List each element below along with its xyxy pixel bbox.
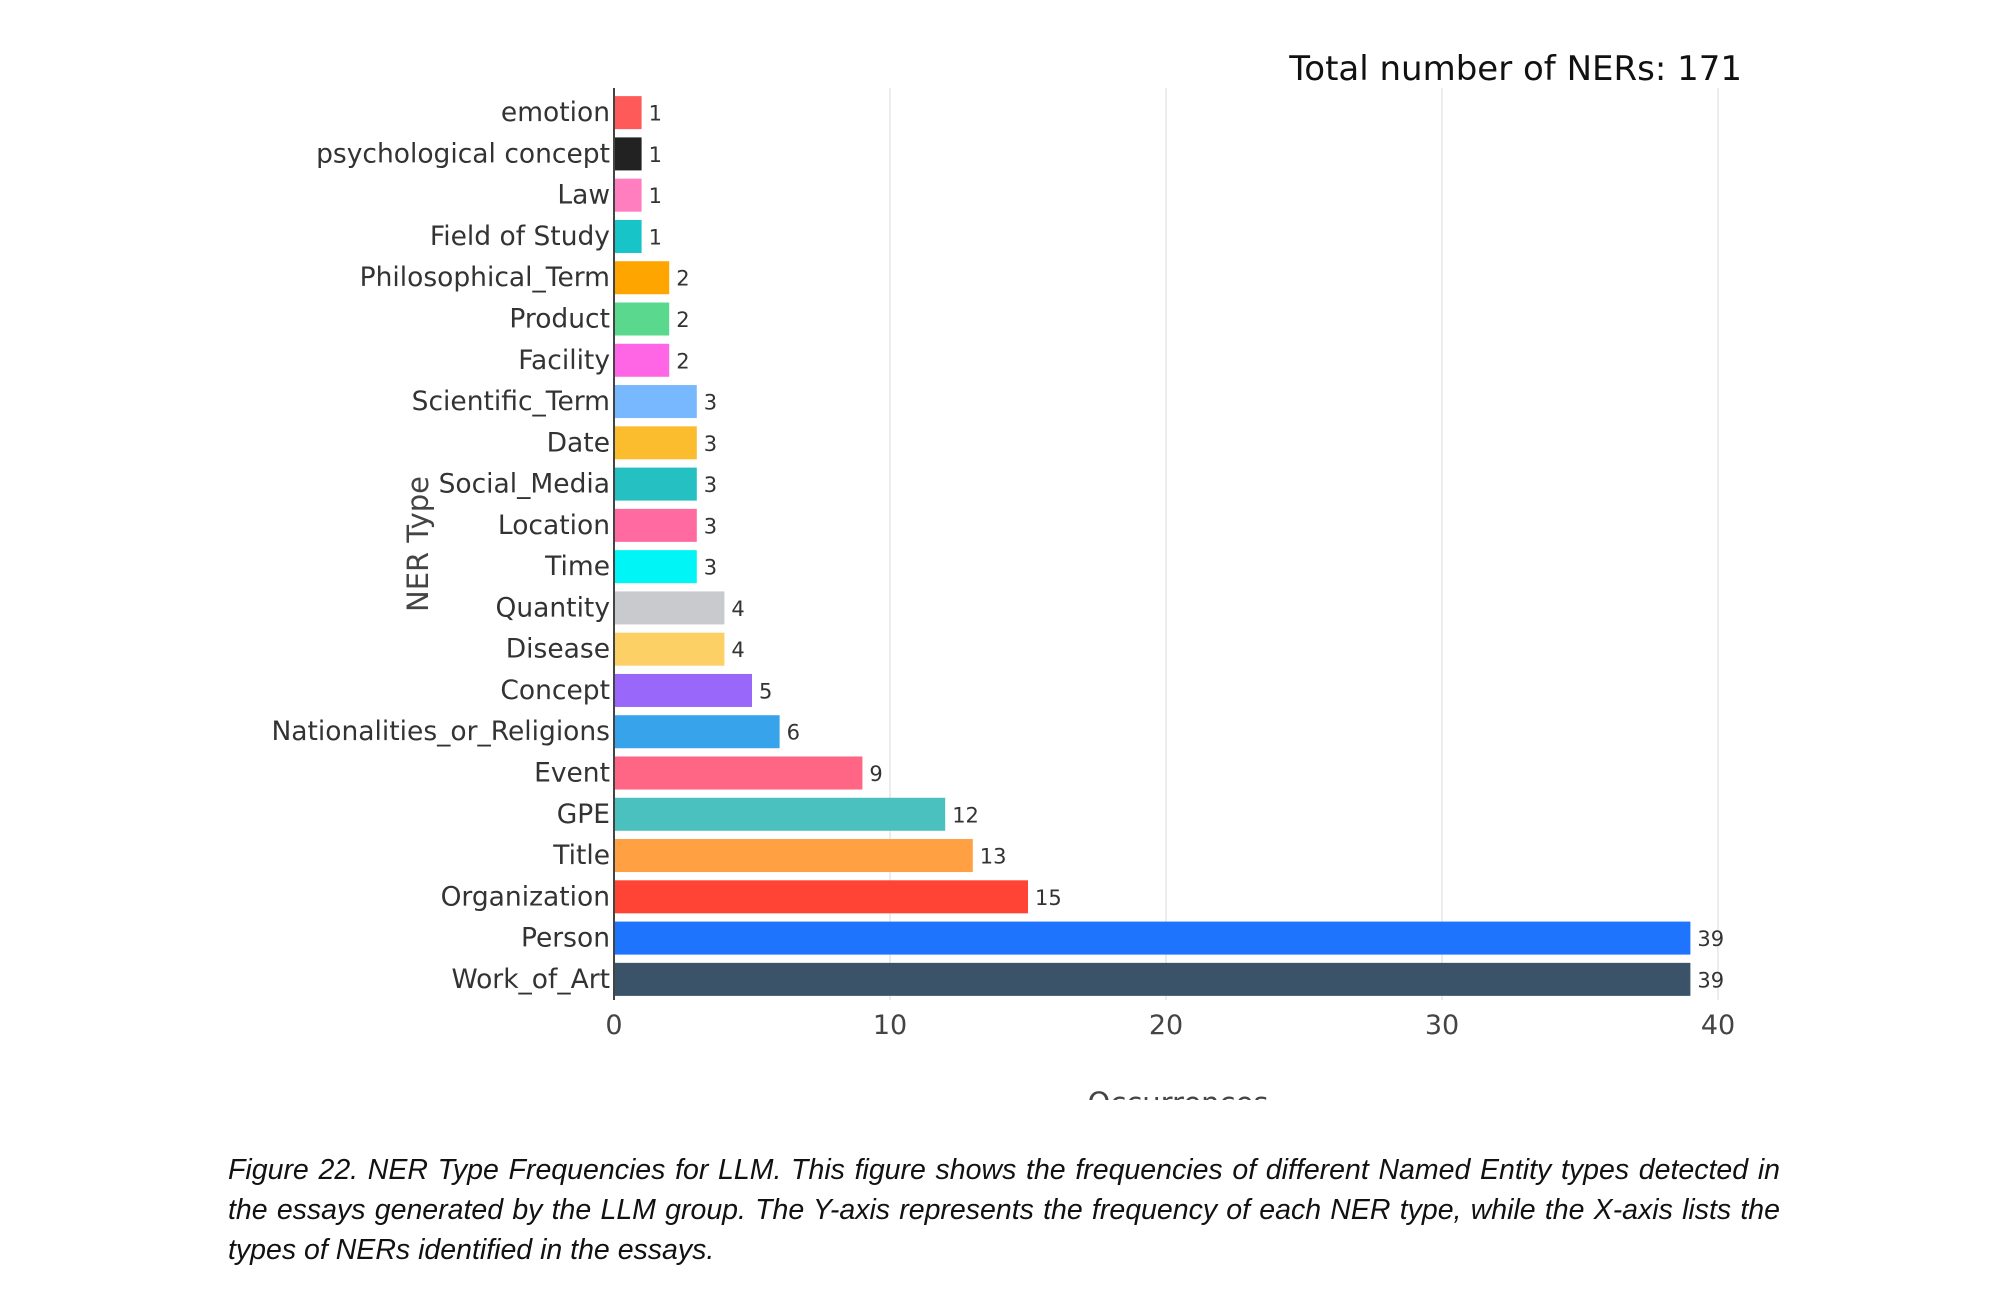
x-tick-label: 40 — [1701, 1010, 1735, 1041]
bar — [615, 508, 697, 542]
category-label: Philosophical_Term — [360, 262, 610, 293]
category-label: GPE — [557, 799, 610, 830]
y-axis-title: NER Type — [401, 476, 435, 612]
data-label: 6 — [787, 721, 800, 745]
data-label: 4 — [731, 638, 744, 662]
data-label: 1 — [649, 143, 662, 167]
bar — [615, 302, 670, 336]
category-label: Disease — [506, 634, 610, 665]
category-label: Person — [521, 923, 610, 954]
chart: emotion psychological concept Law Field of … — [271, 49, 1742, 1120]
category-label: Concept — [500, 675, 610, 706]
bar — [615, 137, 642, 171]
category-label: Time — [544, 551, 610, 582]
x-tick-label: 10 — [873, 1010, 907, 1041]
bar — [615, 426, 697, 460]
figure-caption: Figure 22. NER Type Frequencies for LLM.… — [228, 1154, 1780, 1266]
category-label: Event — [534, 758, 610, 789]
bar — [615, 756, 863, 790]
category-label: Location — [498, 510, 610, 541]
category-label: Facility — [518, 345, 610, 376]
category-label: emotion — [501, 97, 610, 128]
bar — [615, 632, 725, 666]
data-label: 2 — [676, 267, 689, 291]
data-label: 5 — [759, 679, 772, 703]
data-label: 3 — [704, 391, 717, 415]
bar — [615, 921, 1691, 955]
category-label: Field of Study — [430, 221, 610, 252]
bar — [615, 467, 697, 501]
data-label: 13 — [980, 845, 1007, 869]
bar — [615, 839, 973, 873]
bar — [615, 96, 642, 130]
data-label: 9 — [869, 762, 882, 786]
data-label: 2 — [676, 349, 689, 373]
data-label: 3 — [704, 556, 717, 580]
bar — [615, 219, 642, 253]
category-label: Social_Media — [439, 469, 610, 500]
category-label: Title — [552, 840, 610, 871]
data-label: 4 — [731, 597, 744, 621]
data-label: 1 — [649, 102, 662, 126]
data-label: 39 — [1697, 927, 1724, 951]
x-tick-label: 20 — [1149, 1010, 1183, 1041]
category-label: psychological concept — [316, 138, 610, 169]
bar — [615, 261, 670, 295]
category-label: Nationalities_or_Religions — [271, 716, 610, 747]
data-label: 39 — [1697, 968, 1724, 992]
data-label: 15 — [1035, 886, 1062, 910]
bars — [615, 96, 1691, 996]
x-tick-label: 30 — [1425, 1010, 1459, 1041]
category-label: Scientific_Term — [412, 386, 610, 417]
bar — [615, 550, 697, 584]
bar — [615, 880, 1028, 914]
x-tick-label: 0 — [605, 1010, 622, 1041]
bar — [615, 343, 670, 377]
bar — [615, 715, 780, 749]
bar — [615, 797, 946, 831]
bar — [615, 591, 725, 625]
category-label: Work_of_Art — [451, 964, 610, 995]
chart-svg: emotion psychological concept Law Field of … — [271, 49, 1742, 1120]
category-label: Date — [547, 427, 610, 458]
chart-title: Total number of NERs: 171 — [1288, 49, 1742, 89]
x-tick-labels: 0 10 20 30 40 — [605, 1010, 1735, 1041]
bar — [615, 673, 752, 707]
category-label: Product — [509, 304, 610, 335]
data-label: 3 — [704, 432, 717, 456]
bar — [615, 178, 642, 212]
gridlines — [889, 88, 1719, 1000]
bar — [615, 962, 1691, 996]
category-labels: emotion psychological concept Law Field of … — [271, 97, 610, 995]
x-axis-title: Occurrences — [1088, 1086, 1269, 1100]
data-label: 1 — [649, 225, 662, 249]
category-label: Law — [557, 180, 610, 211]
data-label: 3 — [704, 514, 717, 538]
data-label: 12 — [952, 803, 979, 827]
category-label: Organization — [441, 881, 610, 912]
data-label: 1 — [649, 184, 662, 208]
category-label: Quantity — [495, 592, 610, 623]
data-label: 2 — [676, 308, 689, 332]
bar — [615, 385, 697, 419]
data-label: 3 — [704, 473, 717, 497]
